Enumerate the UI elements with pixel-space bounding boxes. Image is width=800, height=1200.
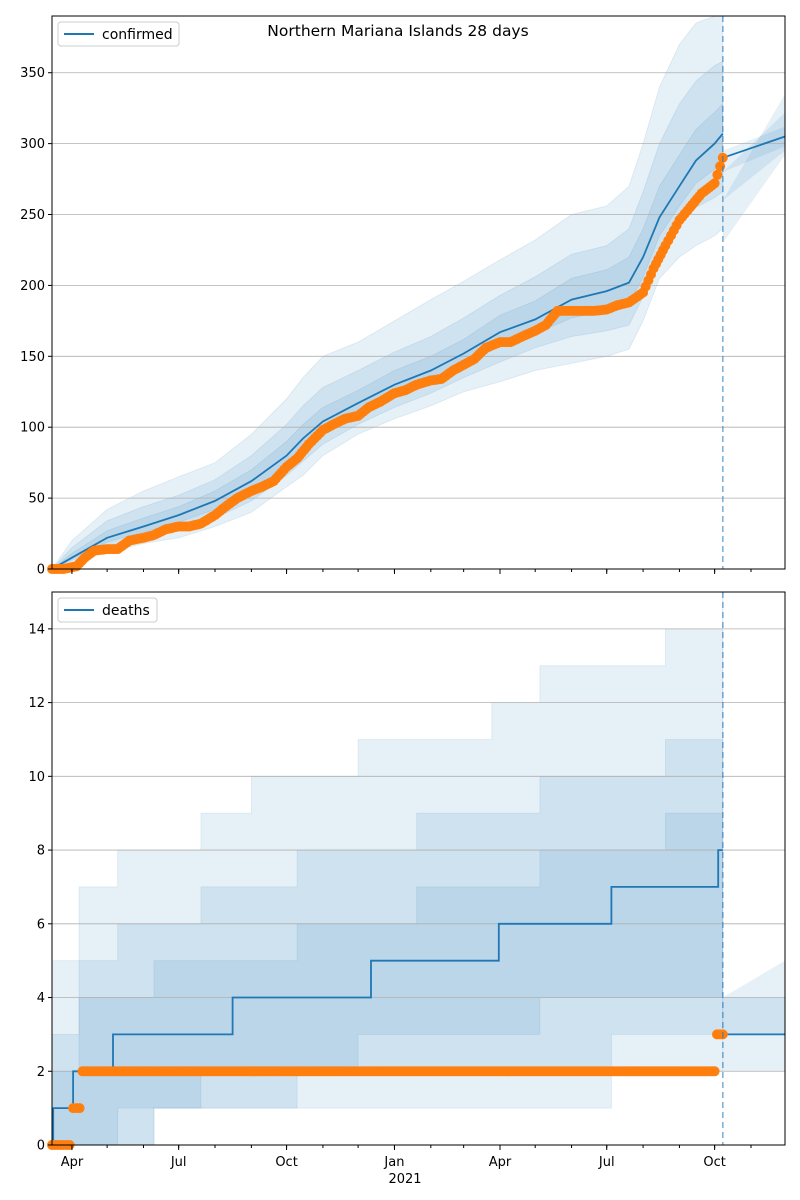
forecast-band <box>722 112 785 201</box>
forecast-line <box>722 135 786 159</box>
confirmed-gridlines <box>52 72 785 570</box>
x-tick-label: Jan <box>383 1155 404 1170</box>
observed-point <box>712 169 723 180</box>
deaths-legend: deaths <box>57 597 158 623</box>
uncertainty-band <box>50 15 724 570</box>
forecast-band <box>722 93 785 243</box>
confirmed-panel: 0 50 100 150 200 250 300 350 confirmed <box>20 15 786 578</box>
y-tick-label: 350 <box>20 66 45 81</box>
observed-point <box>74 1103 85 1114</box>
median-line <box>51 133 724 570</box>
deaths-axes-frame <box>51 591 786 1146</box>
y-tick-label: 150 <box>20 350 45 365</box>
x-tick-label: Apr <box>61 1155 84 1170</box>
y-tick-label: 12 <box>28 696 45 711</box>
y-tick-label: 300 <box>20 137 45 152</box>
deaths-observed-points <box>47 1029 728 1150</box>
forecast-band <box>722 997 785 1035</box>
y-tick-label: 14 <box>28 622 45 637</box>
y-tick-label: 0 <box>37 1139 45 1154</box>
y-tick-label: 8 <box>37 844 45 859</box>
deaths-median-line <box>52 849 785 1146</box>
observed-point <box>715 161 726 172</box>
y-tick-label: 4 <box>37 991 45 1006</box>
x-year-label: 2021 <box>388 1172 421 1187</box>
confirmed-uncertainty-bands <box>50 15 785 570</box>
y-tick-label: 0 <box>37 563 45 578</box>
deaths-x-axis: Apr Jul Oct Jan Apr Jul Oct <box>61 1145 752 1170</box>
x-tick-label: Oct <box>703 1155 725 1170</box>
confirmed-legend: confirmed <box>57 21 180 47</box>
uncertainty-band <box>51 592 724 1146</box>
observed-point <box>709 178 720 189</box>
x-tick-label: Jul <box>170 1155 187 1170</box>
y-tick-label: 250 <box>20 208 45 223</box>
y-tick-label: 100 <box>20 421 45 436</box>
observed-point <box>709 1066 720 1077</box>
deaths-y-axis: 0 2 4 6 8 10 12 14 <box>28 622 52 1154</box>
x-tick-label: Jul <box>598 1155 615 1170</box>
figure-title: Northern Mariana Islands 28 days <box>267 22 528 40</box>
forecast-band <box>722 960 785 1072</box>
legend-label-confirmed: confirmed <box>102 27 173 43</box>
y-tick-label: 50 <box>28 492 45 507</box>
median-line <box>52 849 723 1146</box>
y-tick-label: 2 <box>37 1065 45 1080</box>
confirmed-median-line <box>51 133 786 570</box>
confirmed-axes-frame <box>51 15 786 570</box>
deaths-panel: 0 2 4 6 8 10 12 14 Apr Jul Oct Jan Apr Jul Oct deaths… <box>28 591 786 1187</box>
x-tick-label: Apr <box>489 1155 512 1170</box>
legend-label-deaths: deaths <box>102 603 150 619</box>
deaths-uncertainty-bands <box>51 592 785 1146</box>
forecast-band <box>722 126 785 172</box>
x-tick-label: Oct <box>275 1155 297 1170</box>
y-tick-label: 200 <box>20 279 45 294</box>
confirmed-observed-points <box>47 152 728 574</box>
confirmed-x-axis <box>71 569 752 574</box>
uncertainty-band <box>51 592 724 1146</box>
y-tick-label: 10 <box>28 770 45 785</box>
confirmed-y-axis: 0 50 100 150 200 250 300 350 <box>20 66 52 578</box>
y-tick-label: 6 <box>37 917 45 932</box>
